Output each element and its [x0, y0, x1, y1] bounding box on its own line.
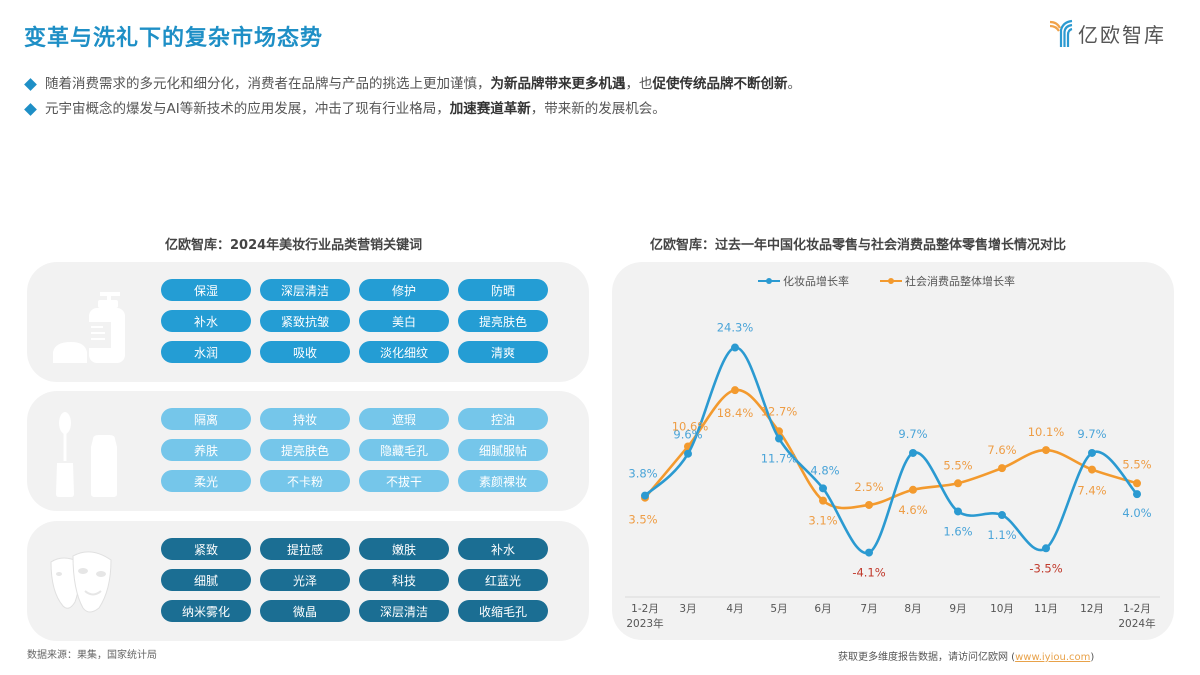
keyword-chip: 素颜裸妆 — [458, 470, 548, 492]
keyword-chip: 提亮肤色 — [458, 310, 548, 332]
keyword-chip: 隐藏毛孔 — [359, 439, 449, 461]
keyword-chip: 提拉感 — [260, 538, 350, 560]
keyword-chip: 细腻 — [161, 569, 251, 591]
keyword-chips: 紧致 提拉感 嫩肤 补水 细腻 光泽 科技 红蓝光 纳米雾化 微晶 深层清洁 收… — [161, 538, 548, 622]
keyword-panel-devices: 紧致 提拉感 嫩肤 补水 细腻 光泽 科技 红蓝光 纳米雾化 微晶 深层清洁 收… — [27, 521, 589, 641]
keyword-chip: 提亮肤色 — [260, 439, 350, 461]
keywords-title: 亿欧智库：2024年美妆行业品类营销关键词 — [165, 238, 423, 253]
bullet-item: 随着消费需求的多元化和细分化，消费者在品牌与产品的挑选上更加谨慎，为新品牌带来更… — [24, 72, 801, 97]
keyword-panel-skincare: 保湿 深层清洁 修护 防晒 补水 紧致抗皱 美白 提亮肤色 水润 吸收 淡化细纹… — [27, 262, 589, 382]
makeup-bottles-icon — [56, 412, 117, 497]
page-title: 变革与洗礼下的复杂市场态势 — [24, 26, 324, 51]
keyword-chip: 紧致 — [161, 538, 251, 560]
keyword-chip: 遮瑕 — [359, 408, 449, 430]
iyiou-logo-icon — [1049, 19, 1073, 47]
keyword-chip: 水润 — [161, 341, 251, 363]
keyword-chip: 深层清洁 — [260, 279, 350, 301]
keyword-chip: 吸收 — [260, 341, 350, 363]
keyword-chip: 持妆 — [260, 408, 350, 430]
keyword-chip: 不卡粉 — [260, 470, 350, 492]
keyword-chip: 修护 — [359, 279, 449, 301]
logo-text: 亿欧智库 — [1078, 22, 1166, 47]
face-mask-icon — [50, 551, 112, 613]
keyword-chip: 控油 — [458, 408, 548, 430]
keyword-chip: 紧致抗皱 — [260, 310, 350, 332]
keyword-chip: 光泽 — [260, 569, 350, 591]
keyword-chip: 细腻服帖 — [458, 439, 548, 461]
keyword-chip: 养肤 — [161, 439, 251, 461]
keyword-chip: 嫩肤 — [359, 538, 449, 560]
keyword-chip: 防晒 — [458, 279, 548, 301]
keyword-chip: 淡化细纹 — [359, 341, 449, 363]
keyword-chip: 美白 — [359, 310, 449, 332]
chart-title: 亿欧智库：过去一年中国化妆品零售与社会消费品整体零售增长情况对比 — [650, 238, 1067, 253]
keyword-chip: 补水 — [161, 310, 251, 332]
keyword-chip: 纳米雾化 — [161, 600, 251, 622]
skincare-bottle-icon — [53, 292, 125, 363]
bullet-item: 元宇宙概念的爆发与AI等新技术的应用发展，冲击了现有行业格局，加速赛道革新，带来… — [24, 97, 801, 122]
keyword-chip: 不拔干 — [359, 470, 449, 492]
bullet-text: 元宇宙概念的爆发与AI等新技术的应用发展，冲击了现有行业格局，加速赛道革新，带来… — [45, 101, 666, 117]
keyword-chip: 微晶 — [260, 600, 350, 622]
keyword-chip: 保湿 — [161, 279, 251, 301]
logo: 亿欧智库 — [1048, 18, 1166, 48]
keyword-chip: 收缩毛孔 — [458, 600, 548, 622]
footer-note: 获取更多维度报告数据，请访问亿欧网 (www.iyiou.com) — [838, 652, 1095, 663]
keyword-panel-makeup: 隔离 持妆 遮瑕 控油 养肤 提亮肤色 隐藏毛孔 细腻服帖 柔光 不卡粉 不拔干… — [27, 391, 589, 511]
keyword-chip: 红蓝光 — [458, 569, 548, 591]
diamond-bullet-icon — [24, 103, 37, 116]
keyword-chip: 补水 — [458, 538, 548, 560]
iyiou-link[interactable]: www.iyiou.com — [1015, 652, 1091, 663]
keyword-chip: 科技 — [359, 569, 449, 591]
keyword-chips: 保湿 深层清洁 修护 防晒 补水 紧致抗皱 美白 提亮肤色 水润 吸收 淡化细纹… — [161, 279, 548, 363]
keyword-chips: 隔离 持妆 遮瑕 控油 养肤 提亮肤色 隐藏毛孔 细腻服帖 柔光 不卡粉 不拔干… — [161, 408, 548, 492]
keyword-chip: 隔离 — [161, 408, 251, 430]
keyword-chip: 深层清洁 — [359, 600, 449, 622]
diamond-bullet-icon — [24, 78, 37, 91]
bullet-text: 随着消费需求的多元化和细分化，消费者在品牌与产品的挑选上更加谨慎，为新品牌带来更… — [45, 76, 801, 92]
bullet-list: 随着消费需求的多元化和细分化，消费者在品牌与产品的挑选上更加谨慎，为新品牌带来更… — [24, 72, 801, 122]
keyword-chip: 柔光 — [161, 470, 251, 492]
keyword-chip: 清爽 — [458, 341, 548, 363]
chart-panel — [612, 262, 1174, 640]
data-source: 数据来源：果集，国家统计局 — [27, 650, 157, 661]
